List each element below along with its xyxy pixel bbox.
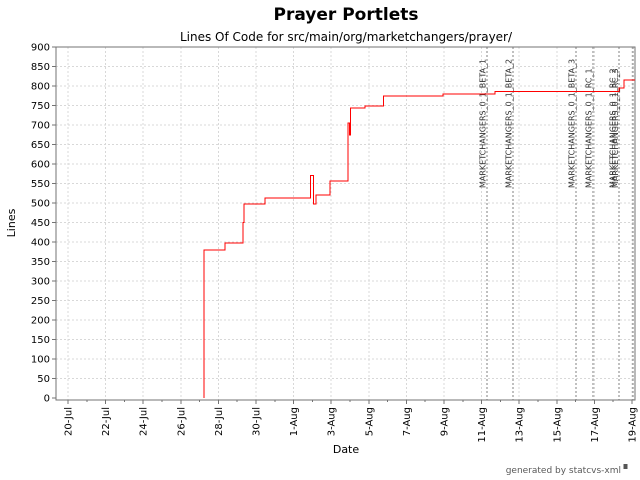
y-tick-label: 50 [37,374,50,385]
y-tick-label: 300 [31,277,50,288]
y-tick-label: 250 [31,296,50,307]
x-tick-label: 3-Aug [327,407,338,436]
tag-label: MARKETCHANGERS_0_1_BETA_3 [568,59,577,188]
tag-label: MARKETCHANGERS_0_1_BETA_2 [505,59,514,188]
y-tick-label: 750 [31,101,50,112]
x-tick-label: 22-Jul [101,407,112,436]
loc-series-line [203,79,635,398]
x-tick-label: 30-Jul [252,407,263,436]
tag-markers: MARKETCHANGERS_0_1_BETA_1 MARKETCHANGERS_… [479,47,634,400]
x-tick-label: 28-Jul [214,407,225,436]
plot-border [55,46,636,401]
tag-label: MARKETCHANGERS_0_1_RC_3 [611,68,620,188]
y-tick-label: 550 [31,179,50,190]
x-tick-label: 9-Aug [440,407,451,436]
y-tick-label: 450 [31,218,50,229]
y-tick-label: 100 [31,355,50,366]
y-axis-title: Lines [5,208,18,237]
x-tick-label: 5-Aug [364,407,375,436]
x-tick-label: 15-Aug [552,407,563,443]
axis-ticks [52,46,633,404]
y-tick-label: 500 [31,199,50,210]
y-tick-label: 200 [31,316,50,327]
y-tick-label: 850 [31,62,50,73]
tag-label: MARKETCHANGERS_0_1_BETA_1 [479,59,488,188]
chart-title: Prayer Portlets [274,5,419,25]
x-tick-label: 19-Aug [628,407,639,443]
y-tick-label: 650 [31,140,50,151]
x-axis-title: Date [333,443,360,456]
x-tick-label: 17-Aug [590,407,601,443]
tag-label: MARKETCHANGERS_0_1_RC_2 [609,68,618,188]
y-tick-label: 350 [31,257,50,268]
x-tick-label: 7-Aug [402,407,413,436]
footer-credit: generated by statcvs-xml [506,466,621,476]
y-tick-label: 900 [31,43,50,54]
x-tick-label: 26-Jul [176,407,187,436]
statcvs-badge-icon [623,464,628,469]
chart-subtitle: Lines Of Code for src/main/org/marketcha… [180,30,513,44]
x-tick-label: 13-Aug [515,407,526,443]
y-tick-label: 150 [31,335,50,346]
y-tick-label: 0 [44,394,50,405]
plot-area: MARKETCHANGERS_0_1_BETA_1 MARKETCHANGERS_… [31,43,639,443]
x-tick-label: 11-Aug [477,407,488,443]
y-tick-label: 400 [31,238,50,249]
grid-lines [56,46,635,400]
x-tick-label: 24-Jul [139,407,150,436]
x-tick-label: 20-Jul [64,407,75,436]
y-tick-label: 800 [31,82,50,93]
y-tick-label: 700 [31,121,50,132]
tick-labels: 0 50 100 150 200 250 300 350 400 450 500 550 600 650 7… [31,43,639,443]
y-tick-label: 600 [31,160,50,171]
x-tick-label: 1-Aug [289,407,300,436]
tag-label: MARKETCHANGERS_0_1_RC_1 [585,68,594,188]
